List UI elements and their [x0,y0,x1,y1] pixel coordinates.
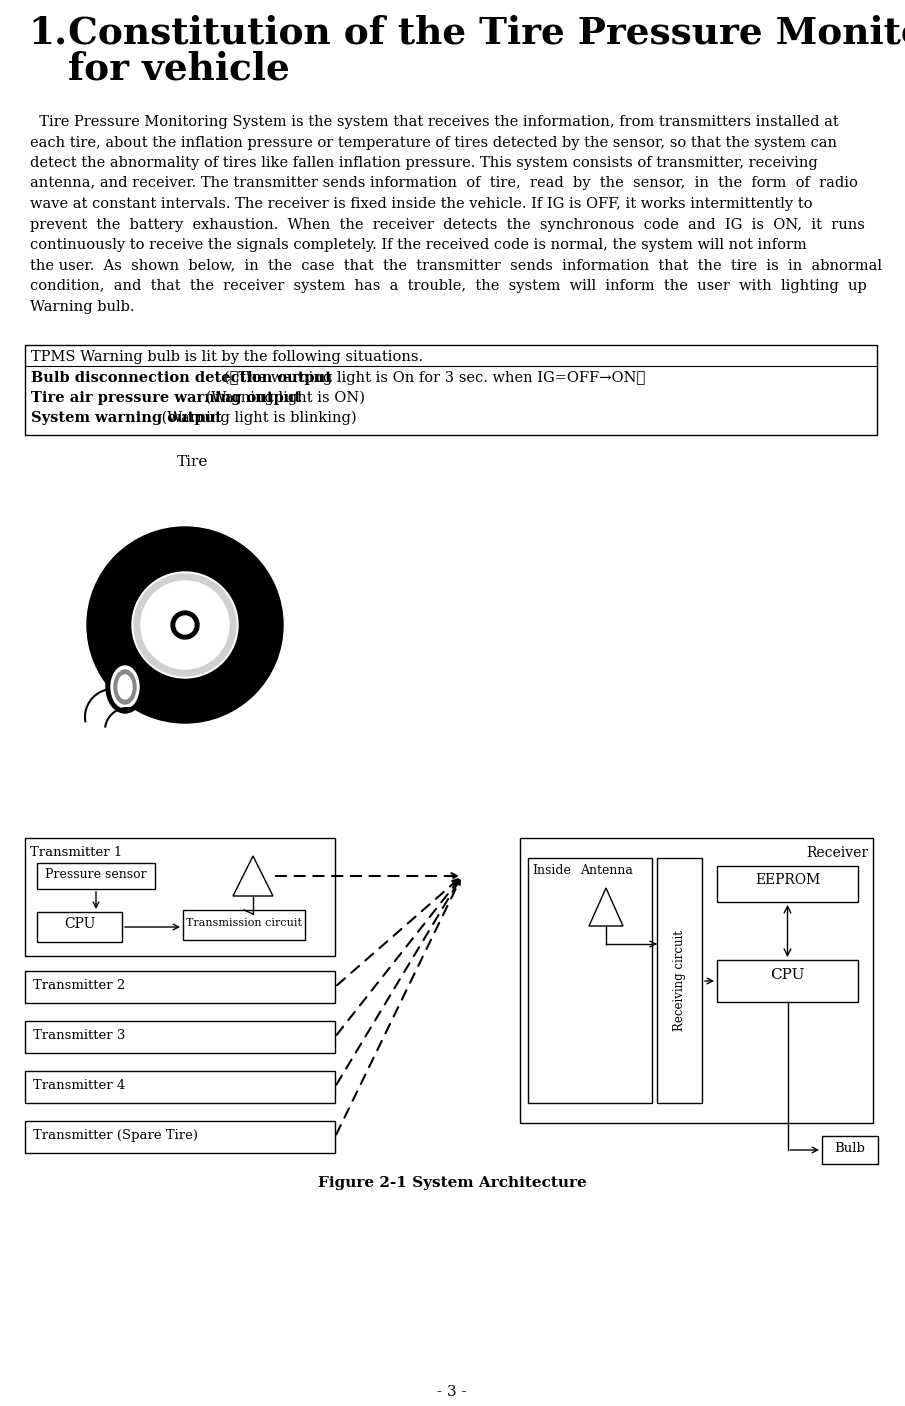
Text: CPU: CPU [770,967,805,981]
Circle shape [176,616,194,634]
Text: Tire air pressure warning output: Tire air pressure warning output [31,391,301,405]
Circle shape [87,527,283,723]
Text: detect the abnormality of tires like fallen inflation pressure. This system cons: detect the abnormality of tires like fal… [30,156,818,170]
Text: Transmitter 2: Transmitter 2 [33,979,125,993]
Polygon shape [589,889,623,927]
Text: System warning output: System warning output [31,411,222,425]
Bar [25,344,877,434]
Text: (Warning light is blinking): (Warning light is blinking) [157,411,357,426]
Text: Warning bulb.: Warning bulb. [30,299,135,314]
Bar [822,1136,878,1164]
Text: Antenna: Antenna [580,865,633,877]
Text: the user.  As  shown  below,  in  the  case  that  the  transmitter  sends  info: the user. As shown below, in the case th… [30,259,882,273]
Circle shape [132,572,238,678]
Text: antenna, and receiver. The transmitter sends information  of  tire,  read  by  t: antenna, and receiver. The transmitter s… [30,177,858,190]
Text: Transmitter 1: Transmitter 1 [30,846,122,859]
Text: Pressure sensor: Pressure sensor [45,868,147,882]
Bar [25,1121,335,1153]
Bar [528,858,652,1102]
Text: Transmitter (Spare Tire): Transmitter (Spare Tire) [33,1129,198,1142]
Bar [717,866,858,903]
Text: Bulb disconnection detection output: Bulb disconnection detection output [31,371,332,385]
Bar [25,1021,335,1053]
Text: TPMS Warning bulb is lit by the following situations.: TPMS Warning bulb is lit by the followin… [31,350,424,364]
Text: Figure 2-1 System Architecture: Figure 2-1 System Architecture [318,1175,586,1189]
Text: 1.: 1. [28,15,67,52]
Bar [520,838,873,1123]
Bar [717,960,858,1002]
Circle shape [141,581,229,669]
Ellipse shape [118,675,132,699]
Text: - 3 -: - 3 - [437,1385,467,1399]
Bar [37,912,122,942]
Text: Receiver: Receiver [805,846,868,860]
Text: Constitution of the Tire Pressure Monitoring System: Constitution of the Tire Pressure Monito… [68,15,905,52]
Text: Inside: Inside [532,865,571,877]
Text: wave at constant intervals. The receiver is fixed inside the vehicle. If IG is O: wave at constant intervals. The receiver… [30,197,813,211]
Text: continuously to receive the signals completely. If the received code is normal, : continuously to receive the signals comp… [30,238,806,252]
Ellipse shape [114,671,136,704]
Ellipse shape [106,661,144,713]
Text: Receiving circuit: Receiving circuit [673,929,686,1031]
Circle shape [134,574,236,676]
Bar [657,858,702,1102]
Text: (Warning light is ON): (Warning light is ON) [201,391,365,405]
Bar [25,1071,335,1102]
Text: CPU: CPU [64,917,95,931]
Bar [25,838,335,956]
Text: EEPROM: EEPROM [755,873,820,887]
Text: Transmitter 3: Transmitter 3 [33,1029,126,1042]
Text: prevent  the  battery  exhaustion.  When  the  receiver  detects  the  synchrono: prevent the battery exhaustion. When the… [30,218,865,232]
Text: Transmitter 4: Transmitter 4 [33,1078,125,1092]
Text: Tire Pressure Monitoring System is the system that receives the information, fro: Tire Pressure Monitoring System is the s… [30,115,839,129]
Circle shape [171,612,199,638]
Bar [25,972,335,1002]
Text: each tire, about the inflation pressure or temperature of tires detected by the : each tire, about the inflation pressure … [30,135,837,149]
Text: (　The warning light is On for 3 sec. when IG=OFF→ON）: ( The warning light is On for 3 sec. whe… [224,371,645,385]
Text: Tire: Tire [177,456,209,470]
Text: Transmission circuit: Transmission circuit [186,918,302,928]
Bar [183,910,305,941]
Bar [37,863,155,889]
Text: condition,  and  that  the  receiver  system  has  a  trouble,  the  system  wil: condition, and that the receiver system … [30,278,867,292]
Polygon shape [233,856,273,896]
Text: for vehicle: for vehicle [68,51,290,87]
Ellipse shape [111,666,139,709]
Text: Bulb: Bulb [834,1142,865,1154]
